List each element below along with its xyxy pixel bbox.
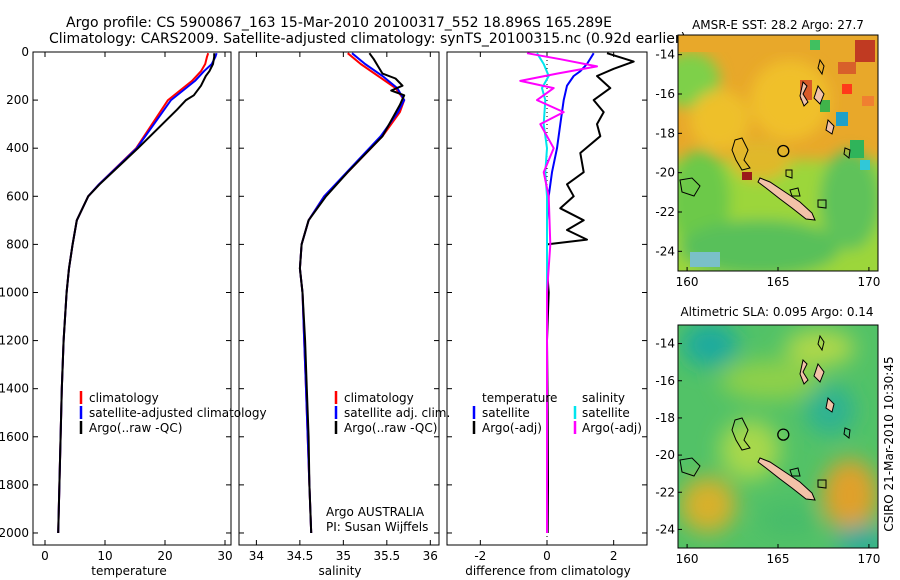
map-x-tick-label: 165	[767, 275, 790, 289]
map-y-tick-label: -18	[655, 411, 675, 425]
map-x-tick-label: 170	[857, 275, 880, 289]
sst-float-marker	[777, 144, 790, 158]
sst-map-title: AMSR-E SST: 28.2 Argo: 27.7	[692, 18, 864, 32]
map-y-tick-label: -14	[655, 337, 675, 351]
salinity-xlabel: salinity	[318, 564, 361, 578]
x-tick-label: 34.5	[287, 549, 314, 563]
csiro-timestamp: CSIRO 21-Mar-2010 10:30:45	[882, 356, 896, 531]
series-line-argo-adj-3	[519, 52, 598, 533]
legend-label-climatology: climatology	[89, 391, 159, 405]
x-tick-label: 2	[610, 549, 618, 563]
sla-field	[678, 325, 878, 548]
legend-label-satellite: satellite adj. clim.	[344, 406, 450, 420]
sla-map-panel: Altimetric SLA: 0.095 Argo: 0.14	[655, 305, 880, 566]
x-tick-label: 35	[336, 549, 351, 563]
legend-label-temp-argo: Argo(-adj)	[482, 421, 542, 435]
salinity-legend: climatology satellite adj. clim. Argo(..…	[334, 391, 450, 435]
series-line-argo-adj-1	[546, 52, 635, 534]
series-line-satellite-0	[546, 52, 595, 533]
y-tick-label: 0	[21, 45, 29, 59]
temperature-legend: climatology satellite-adjusted climatolo…	[79, 391, 267, 435]
map-y-tick-label: -22	[655, 205, 675, 219]
map-y-tick-label: -20	[655, 448, 675, 462]
sst-map-panel: AMSR-E SST: 28.2 Argo: 27.7	[655, 18, 880, 289]
header-line-1: Argo profile: CS 5900867_163 15-Mar-2010…	[66, 15, 612, 31]
map-y-tick-label: -22	[655, 485, 675, 499]
series-line-argo-raw-qc-2	[57, 53, 216, 534]
x-tick-label: 10	[97, 549, 112, 563]
series-line-climatology-0	[57, 52, 210, 534]
x-tick-label: -2	[474, 549, 486, 563]
y-tick-label: 1600	[0, 430, 29, 444]
map-x-tick-label: 165	[767, 552, 790, 566]
sla-map-title: Altimetric SLA: 0.095 Argo: 0.14	[680, 305, 873, 319]
argo-australia-label: Argo AUSTRALIA	[326, 505, 425, 519]
map-y-tick-label: -24	[655, 244, 675, 258]
salinity-panel: 34 34.5 35 35.5 36 salinity climatology sate…	[238, 51, 450, 578]
difference-panel: -2 0 2 difference from climatology tempera…	[446, 51, 648, 578]
legend-label-temp-satellite: satellite	[482, 406, 530, 420]
map-x-tick-label: 160	[676, 552, 699, 566]
pi-label: PI: Susan Wijffels	[326, 520, 428, 534]
legend-title-temperature: temperature	[482, 391, 557, 405]
series-line-satellite-adjusted-climatology-1	[57, 52, 218, 534]
x-tick-label: 20	[157, 549, 172, 563]
x-tick-label: 30	[217, 549, 232, 563]
salinity-axes-frame	[238, 51, 440, 546]
y-tick-label: 1200	[0, 334, 29, 348]
temperature-axes-frame	[32, 51, 232, 546]
difference-legend: temperature salinity satellite Argo(-adj…	[472, 391, 642, 435]
temperature-panel: 0 10 20 30 0 200 400 600 800 1000 1200 1400 1600 1800…	[0, 45, 267, 578]
map-y-tick-label: -14	[655, 48, 675, 62]
x-tick-label: 35.5	[373, 549, 400, 563]
legend-label-climatology: climatology	[344, 391, 414, 405]
legend-label-satellite: satellite-adjusted climatology	[89, 406, 267, 420]
x-tick-label: 0	[543, 549, 551, 563]
y-tick-label: 800	[6, 237, 29, 251]
y-tick-label: 2000	[0, 526, 29, 540]
sla-float-marker	[777, 428, 790, 441]
difference-axes: -2 0 2	[447, 51, 647, 563]
y-tick-label: 1000	[0, 285, 29, 299]
y-tick-label: 600	[6, 189, 29, 203]
map-x-tick-label: 170	[857, 552, 880, 566]
map-y-tick-label: -24	[655, 522, 675, 536]
map-y-tick-label: -20	[655, 166, 675, 180]
y-tick-label: 200	[6, 93, 29, 107]
map-y-tick-label: -16	[655, 87, 675, 101]
series-line-argo-raw-qc-2	[298, 52, 406, 534]
sst-field	[678, 35, 878, 271]
map-y-tick-label: -18	[655, 126, 675, 140]
sst-map-axes: 160 165 170 -14 -16 -18 -20 -22 -24	[655, 48, 880, 289]
y-tick-label: 1800	[0, 478, 29, 492]
temperature-axes: 0 10 20 30 0 200 400 600 800 1000 1200 1400 1600 1800…	[0, 45, 233, 563]
legend-title-salinity: salinity	[582, 391, 625, 405]
header-line-2: Climatology: CARS2009. Satellite-adjuste…	[49, 31, 686, 47]
y-tick-label: 400	[6, 141, 29, 155]
legend-label-sal-satellite: satellite	[582, 406, 630, 420]
legend-label-argo: Argo(..raw -QC)	[344, 421, 437, 435]
x-tick-label: 34	[249, 549, 264, 563]
difference-xlabel: difference from climatology	[465, 564, 631, 578]
legend-label-argo: Argo(..raw -QC)	[89, 421, 182, 435]
legend-label-sal-argo: Argo(-adj)	[582, 421, 642, 435]
sla-map-axes: 160 165 170 -14 -16 -18 -20 -22 -24	[655, 337, 880, 566]
x-tick-label: 36	[423, 549, 438, 563]
map-x-tick-label: 160	[676, 275, 699, 289]
temperature-xlabel: temperature	[91, 564, 166, 578]
map-y-tick-label: -16	[655, 374, 675, 388]
salinity-axes: 34 34.5 35 35.5 36	[239, 51, 439, 563]
x-tick-label: 0	[41, 549, 49, 563]
y-tick-label: 1400	[0, 382, 29, 396]
